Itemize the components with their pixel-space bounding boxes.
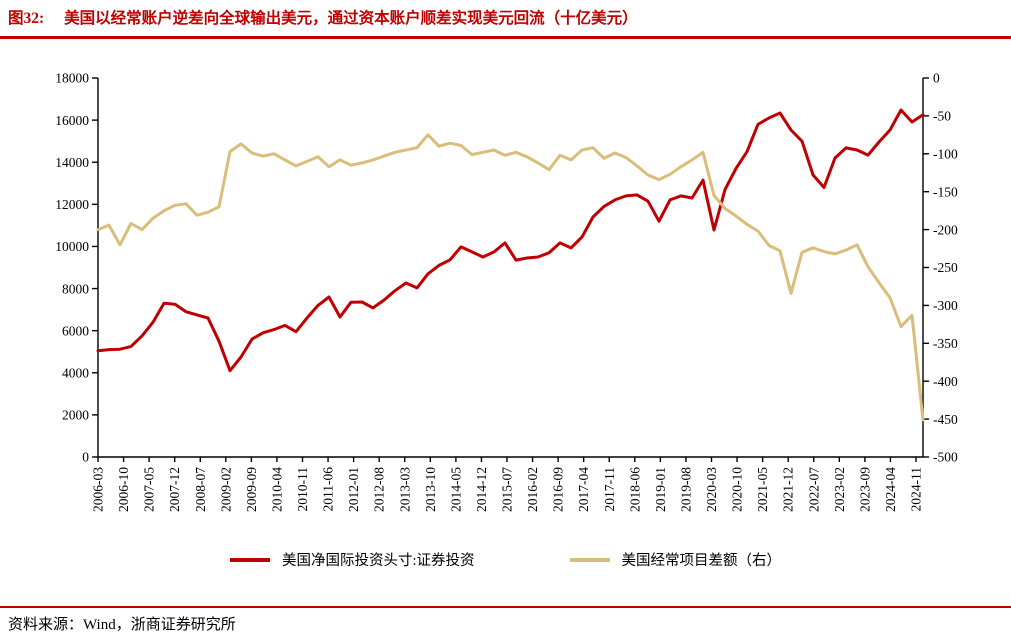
left-axis-tick-label: 12000 bbox=[55, 197, 89, 212]
x-axis-tick-label: 2021-05 bbox=[755, 467, 770, 512]
footer-divider bbox=[0, 606, 1011, 608]
right-axis-tick-label: -150 bbox=[933, 184, 958, 199]
x-axis-labels: 2006-03 2006-10 2007-05 2007-12 2008-07 2009-… bbox=[91, 457, 924, 512]
x-axis-tick-label: 2006-03 bbox=[91, 467, 106, 512]
x-axis-tick-label: 2016-09 bbox=[551, 467, 566, 512]
x-axis-tick-label: 2010-04 bbox=[269, 467, 284, 512]
current-account-series-line bbox=[96, 133, 925, 422]
x-axis-tick-label: 2013-10 bbox=[423, 467, 438, 512]
left-axis-tick-label: 0 bbox=[82, 450, 89, 465]
x-axis-tick-label: 2016-02 bbox=[525, 467, 540, 512]
figure-title: 美国以经常账户逆差向全球输出美元，通过资本账户顺差实现美元回流（十亿美元） bbox=[64, 10, 638, 27]
x-axis-tick-label: 2019-08 bbox=[678, 467, 693, 512]
x-axis-tick-label: 2021-12 bbox=[781, 467, 796, 512]
x-axis-tick-label: 2018-06 bbox=[627, 467, 642, 512]
right-axis-tick-label: -450 bbox=[933, 412, 958, 427]
x-axis-tick-label: 2024-04 bbox=[883, 467, 898, 512]
left-axis-tick-label: 4000 bbox=[62, 366, 89, 381]
niip-series-label: 美国净国际投资头寸:证券投资 bbox=[281, 553, 475, 569]
legend-item-current-account: 美国经常项目差额（右） bbox=[569, 549, 782, 570]
figure-label: 图32: bbox=[8, 10, 45, 27]
x-axis-tick-label: 2013-03 bbox=[397, 467, 412, 512]
figure-title-row: 图32: 美国以经常账户逆差向全球输出美元，通过资本账户顺差实现美元回流（十亿美… bbox=[8, 8, 1003, 30]
left-axis-tick-label: 16000 bbox=[55, 113, 89, 128]
x-axis-tick-label: 2012-08 bbox=[372, 467, 387, 512]
current-account-series-swatch bbox=[569, 557, 610, 562]
x-axis-tick-label: 2012-01 bbox=[346, 467, 361, 512]
x-axis-tick-label: 2023-09 bbox=[857, 467, 872, 512]
x-axis-tick-label: 2020-10 bbox=[730, 467, 745, 512]
x-axis-tick-label: 2020-03 bbox=[704, 467, 719, 512]
current-account-series-label: 美国经常项目差额（右） bbox=[621, 553, 782, 569]
right-axis-tick-label: -100 bbox=[933, 147, 958, 162]
right-axis-tick-label: -200 bbox=[933, 222, 958, 237]
x-axis-tick-label: 2010-11 bbox=[295, 467, 310, 512]
right-axis-tick-label: -250 bbox=[933, 260, 958, 275]
left-axis-tick-label: 8000 bbox=[62, 281, 89, 296]
x-axis-tick-label: 2014-05 bbox=[448, 467, 463, 512]
x-axis-tick-label: 2008-07 bbox=[193, 467, 208, 512]
x-axis-tick-label: 2009-02 bbox=[218, 467, 233, 512]
x-axis-tick-label: 2015-07 bbox=[500, 467, 515, 512]
left-axis-tick-label: 10000 bbox=[55, 239, 89, 254]
left-axis-labels: 0 2000 4000 6000 8000 10000 12000 14000 16000 180… bbox=[55, 71, 98, 465]
niip-series-line bbox=[96, 108, 925, 373]
right-axis-labels: 0 -50 -100 -150 -200 -250 -300 -350 -400 -450 -500 bbox=[923, 71, 958, 465]
title-divider bbox=[0, 36, 1011, 39]
x-axis-tick-label: 2009-09 bbox=[244, 467, 259, 512]
legend-item-niip: 美国净国际投资头寸:证券投资 bbox=[229, 549, 475, 570]
x-axis-tick-label: 2017-11 bbox=[602, 467, 617, 512]
x-axis-tick-label: 2007-05 bbox=[142, 467, 157, 512]
x-axis-tick-label: 2023-02 bbox=[832, 467, 847, 512]
left-axis-tick-label: 18000 bbox=[55, 71, 89, 86]
niip-series-swatch bbox=[229, 557, 270, 562]
right-axis-tick-label: -50 bbox=[933, 109, 951, 124]
right-axis-tick-label: -400 bbox=[933, 374, 958, 389]
left-axis-tick-label: 2000 bbox=[62, 408, 89, 423]
x-axis-tick-label: 2011-06 bbox=[321, 467, 336, 512]
x-axis-tick-label: 2006-10 bbox=[116, 467, 131, 512]
right-axis-tick-label: -350 bbox=[933, 336, 958, 351]
right-axis-tick-label: 0 bbox=[933, 71, 940, 86]
data-source: 资料来源：Wind，浙商证券研究所 bbox=[8, 617, 236, 633]
x-axis-tick-label: 2024-11 bbox=[909, 467, 924, 512]
x-axis-tick-label: 2019-01 bbox=[653, 467, 668, 512]
left-axis-tick-label: 14000 bbox=[55, 155, 89, 170]
chart-legend: 美国净国际投资头寸:证券投资 美国经常项目差额（右） bbox=[0, 549, 1011, 570]
left-axis-tick-label: 6000 bbox=[62, 323, 89, 338]
right-axis-tick-label: -500 bbox=[933, 450, 958, 465]
x-axis-tick-label: 2014-12 bbox=[474, 467, 489, 512]
x-axis-tick-label: 2017-04 bbox=[576, 467, 591, 512]
x-axis-tick-label: 2022-07 bbox=[806, 467, 821, 512]
right-axis-tick-label: -300 bbox=[933, 298, 958, 313]
x-axis-tick-label: 2007-12 bbox=[167, 467, 182, 512]
